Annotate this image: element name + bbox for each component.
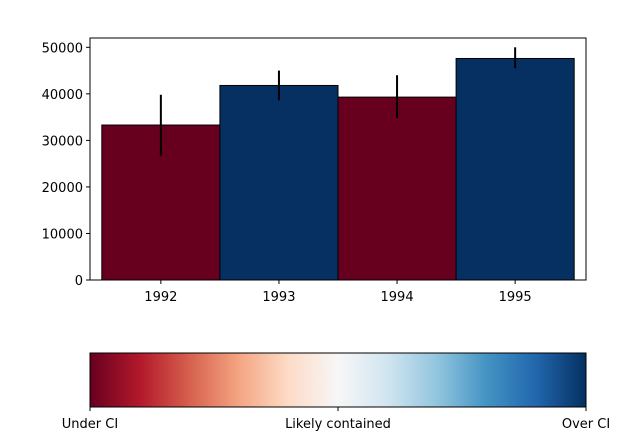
- bar-1993: [219, 84, 339, 281]
- x-axis-ticks: 1992 1993 1994 1995: [144, 280, 532, 305]
- bar-1995: [455, 57, 575, 281]
- colorbar: Under CI Likely contained Over CI: [62, 352, 610, 432]
- x-tick-label: 1992: [144, 290, 177, 305]
- error-bars: [159, 47, 517, 156]
- y-tick-label: 50000: [42, 41, 83, 56]
- colorbar-tick-label: Likely contained: [285, 417, 391, 432]
- bars: [101, 57, 575, 281]
- plot-frame: [89, 37, 587, 281]
- bar-1994: [337, 96, 457, 281]
- y-axis-ticks: 0 10000 20000 30000 40000 50000: [42, 41, 90, 289]
- x-tick-label: 1993: [262, 290, 295, 305]
- y-tick-label: 10000: [42, 227, 83, 242]
- x-tick-label: 1994: [381, 290, 414, 305]
- colorbar-tick-label: Under CI: [62, 417, 118, 432]
- y-tick-label: 0: [75, 274, 83, 289]
- y-tick-label: 30000: [42, 134, 83, 149]
- x-tick-label: 1995: [499, 290, 532, 305]
- colorbar-ticks: Under CI Likely contained Over CI: [62, 407, 610, 432]
- y-tick-label: 40000: [42, 88, 83, 103]
- colorbar-gradient: [89, 352, 587, 408]
- colorbar-tick-label: Over CI: [562, 417, 610, 432]
- y-tick-label: 20000: [42, 181, 83, 196]
